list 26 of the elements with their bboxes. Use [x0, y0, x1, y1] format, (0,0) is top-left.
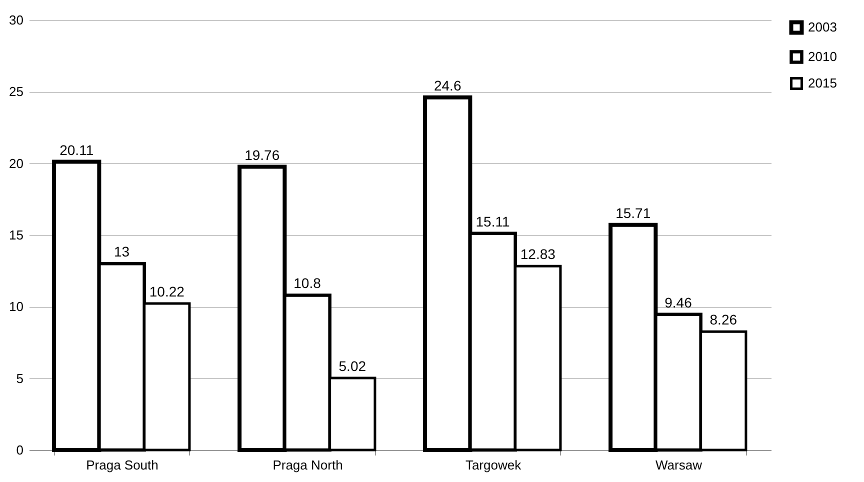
y-tick-label: 30	[9, 12, 24, 28]
data-label: 13	[114, 244, 130, 260]
data-label: 12.83	[520, 246, 556, 262]
legend-label: 2015	[808, 76, 837, 90]
x-tick-label: Praga North	[272, 458, 343, 472]
y-tick-label: 0	[16, 442, 24, 458]
data-label: 10.22	[149, 284, 185, 300]
x-tick-label: Warsaw	[656, 458, 703, 472]
data-label: 5.02	[338, 358, 366, 374]
data-label: 24.6	[434, 77, 462, 94]
x-tick-label: Praga South	[86, 458, 158, 472]
y-tick-label: 5	[16, 370, 24, 386]
x-tick-label: Targowek	[465, 458, 522, 472]
y-tick-label: 25	[9, 84, 24, 100]
data-label: 19.76	[244, 146, 280, 163]
y-tick-label: 15	[9, 228, 24, 242]
legend-label: 2010	[808, 49, 837, 64]
data-label: 8.26	[710, 312, 738, 328]
legend-label: 2003	[808, 20, 837, 34]
y-tick-label: 10	[9, 299, 24, 314]
data-label: 15.71	[616, 204, 651, 221]
data-label: 10.8	[294, 275, 322, 292]
data-label: 20.11	[60, 142, 94, 158]
y-tick-label: 20	[9, 156, 24, 171]
data-label: 15.11	[476, 213, 510, 230]
data-label: 9.46	[664, 294, 692, 310]
